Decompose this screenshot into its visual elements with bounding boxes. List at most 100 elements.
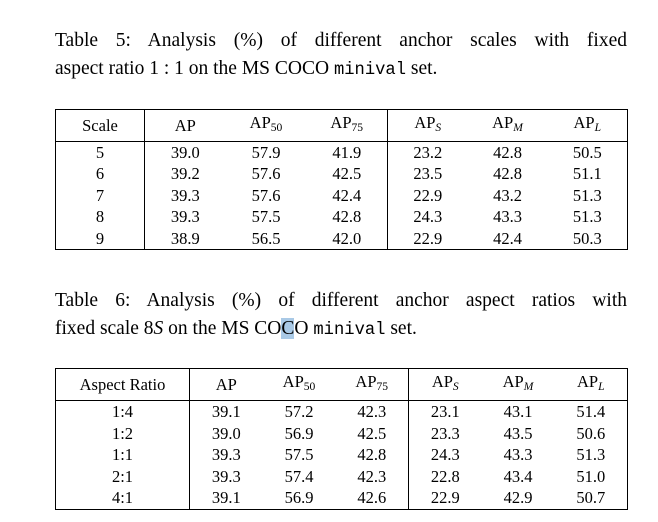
metric-column-header: AP [189,368,263,402]
metric-subscript: L [598,381,605,394]
metric-value-cell: 43.3 [503,445,533,465]
table6-caption-line2: fixed scale 8S on the MS COCO minival se… [55,315,627,345]
metric-value-cell: 42.3 [335,400,409,423]
metric-column-header: APL [547,109,628,142]
metric-value-cell: 51.0 [576,466,606,486]
table-row: 1:1 39.3 57.5 42.8 24.3 43.3 51.3 [55,444,628,466]
metric-value-cell: 51.1 [572,164,602,184]
metric-value-cell: 22.9 [413,228,443,248]
metric-name: AP [330,113,352,132]
metric-value-cell: 43.3 [493,207,522,227]
row-label-cell: 5 [55,141,145,164]
header-row: Aspect Ratio AP AP50 AP75 APS APM APL [55,368,628,402]
metric-value-cell: 57.5 [284,445,314,465]
metric-column-header: APS [387,109,468,142]
metric-value-cell: 23.2 [413,142,443,162]
metric-value-cell: 42.8 [306,206,388,228]
metric-subscript: 75 [351,121,364,134]
metric-column-header: AP [144,109,226,142]
metric-column-header: AP50 [225,109,307,142]
metric-value-cell: 42.9 [503,488,533,508]
metric-subscript: M [513,121,523,134]
row-label-column-header: Aspect Ratio [55,368,190,402]
metric-value-cell: 39.1 [211,402,241,422]
metric-subscript: 75 [376,381,389,394]
caption-segment: S [153,318,164,340]
metric-value-cell: 22.9 [430,488,460,508]
metric-value-cell: 57.2 [284,402,314,422]
table5-caption-line2: aspect ratio 1 : 1 on the MS COCO miniva… [55,55,627,85]
caption-segment: minival [333,61,407,80]
row-label-cell: 1:2 [55,422,190,445]
table-row: 1:2 39.0 56.9 42.5 23.3 43.5 50.6 [55,422,628,445]
metric-name: AP [502,372,524,392]
metric-column-header: APL [554,368,628,402]
caption-segment: minival [313,321,386,341]
metric-column-header: AP75 [306,109,388,142]
figure-table5: Table 5: Analysis (%) of different ancho… [55,27,628,251]
metric-value-cell: 39.3 [170,185,200,205]
caption-segment: set. [406,58,438,79]
table-row: 6 39.2 57.6 42.5 23.5 42.8 51.1 [55,163,628,185]
metric-value-cell: 23.3 [430,423,460,443]
metric-value-cell: 57.5 [251,207,281,227]
metric-value-cell: 42.6 [335,487,409,510]
metric-name: AP [249,113,271,132]
table-row: 4:1 39.1 56.9 42.6 22.9 42.9 50.7 [55,487,628,510]
metric-value-cell: 57.9 [251,142,281,162]
table6-caption-line1: Table 6: Analysis (%) of different ancho… [55,290,627,312]
metric-name: AP [492,113,514,132]
metric-value-cell: 22.8 [430,466,460,486]
table-row: 9 38.9 56.5 42.0 22.9 42.4 50.3 [55,227,628,250]
metric-value-cell: 42.0 [306,227,388,250]
metric-value-cell: 57.6 [251,164,281,184]
metric-value-cell: 23.1 [430,402,460,422]
metric-value-cell: 42.8 [493,142,522,162]
metric-name: AP [215,375,237,395]
metric-name: AP [576,372,599,392]
table-row: 2:1 39.3 57.4 42.3 22.8 43.4 51.0 [55,465,628,488]
selected-text: C [281,318,295,340]
metric-value-cell: 39.3 [211,445,241,465]
metric-subscript: S [435,121,442,134]
metric-subscript: L [594,121,601,134]
table6-caption: Table 6: Analysis (%) of different ancho… [55,287,627,345]
metric-value-cell: 42.5 [335,422,409,445]
metric-name: AP [414,113,436,132]
metric-value-cell: 57.4 [284,466,314,486]
metric-column-header: APS [408,368,482,402]
metric-name: AP [355,372,377,392]
header-row: Scale AP AP50 AP75 APS APM APL [55,109,628,142]
metric-column-header: AP50 [262,368,336,402]
metric-value-cell: 51.3 [572,185,602,205]
table-row: 1:4 39.1 57.2 42.3 23.1 43.1 51.4 [55,400,628,423]
metric-value-cell: 51.3 [572,207,602,227]
metric-value-cell: 42.8 [493,164,522,184]
metric-value-cell: 38.9 [170,228,200,248]
metric-value-cell: 39.3 [170,207,200,227]
row-label-cell: 8 [55,206,145,228]
caption-segment: set. [385,318,417,340]
caption-segment: on the MS CO [163,318,282,340]
metric-value-cell: 23.5 [413,164,443,184]
metric-value-cell: 56.5 [251,228,281,248]
metric-value-cell: 39.1 [211,488,241,508]
row-label-cell: 7 [55,184,145,207]
figure-table6: Table 6: Analysis (%) of different ancho… [55,287,628,510]
metric-value-cell: 43.1 [503,402,533,422]
table5-caption: Table 5: Analysis (%) of different ancho… [55,27,627,85]
table-row: 5 39.0 57.9 41.9 23.2 42.8 50.5 [55,141,628,164]
metric-value-cell: 39.3 [211,466,241,486]
metric-value-cell: 42.5 [306,163,388,185]
metric-value-cell: 24.3 [413,207,443,227]
metric-column-header: APM [467,109,548,142]
metric-name: AP [174,115,196,135]
metric-subscript: M [523,381,534,394]
caption-segment: aspect ratio 1 : 1 on the MS COCO [55,58,334,79]
metric-value-cell: 39.0 [211,423,241,443]
row-label-cell: 6 [55,163,145,185]
metric-value-cell: 42.3 [335,465,409,488]
anchor-aspect-ratios-table: Aspect Ratio AP AP50 AP75 APS APM APL 1:4 39.1 5… [55,368,628,510]
metric-name: AP [282,372,304,392]
